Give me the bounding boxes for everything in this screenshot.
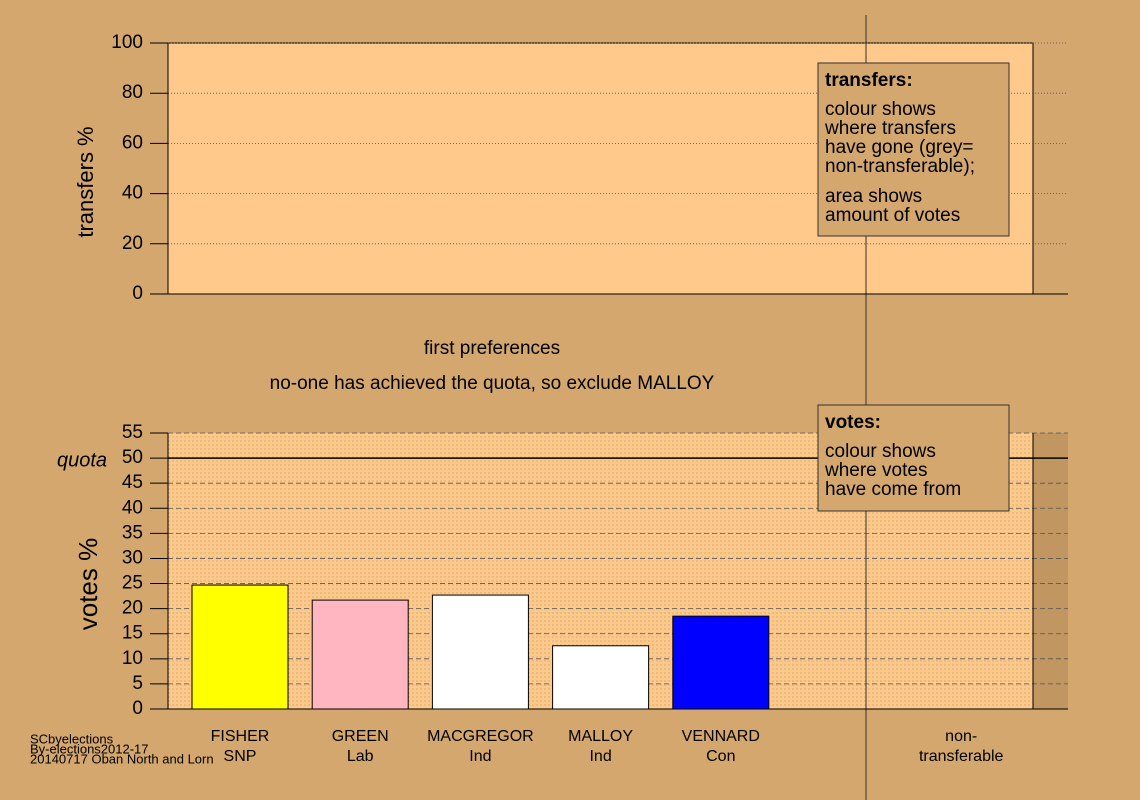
legend-title: votes: (825, 412, 881, 433)
y-tick-label: 10 (122, 648, 143, 669)
legend-text: colour shows (825, 99, 936, 120)
y-tick-label: 80 (122, 82, 143, 103)
y-tick-label: 0 (132, 283, 143, 304)
y-tick-label: 50 (122, 447, 143, 468)
x-tick-label: GREEN (332, 728, 389, 745)
y-tick-label: 35 (122, 522, 143, 543)
footer-text: By-elections2012-17 (30, 741, 149, 756)
bar (552, 645, 650, 710)
y-tick-label: 55 (122, 422, 143, 443)
y-tick-label: 100 (111, 32, 143, 53)
x-tick-label: Ind (469, 748, 491, 765)
legend-box (817, 62, 1010, 237)
legend-box (817, 404, 1010, 512)
legend-text: have come from (825, 479, 961, 500)
y-tick-label: 20 (122, 233, 143, 254)
x-tick-label: transferable (919, 748, 1004, 765)
legend-text: colour shows (825, 441, 936, 462)
chart-title: first preferences (424, 338, 560, 359)
y-tick-label: 40 (122, 183, 143, 204)
legend-text: area shows (825, 186, 922, 207)
y-tick-label: 30 (122, 547, 143, 568)
x-tick-label: Lab (347, 748, 374, 765)
x-tick-label: SNP (224, 748, 257, 765)
y-axis-label: transfers % (73, 126, 98, 237)
bar (191, 584, 289, 710)
legend-title: transfers: (825, 70, 913, 91)
y-tick-label: 0 (132, 698, 143, 719)
legend-text: non-transferable); (825, 156, 975, 177)
legend-text: amount of votes (825, 205, 960, 226)
bar (431, 594, 529, 710)
y-axis-label: votes % (73, 538, 103, 631)
x-tick-label: VENNARD (682, 728, 760, 745)
x-tick-label: MACGREGOR (427, 728, 534, 745)
y-tick-label: 40 (122, 497, 143, 518)
quota-label: quota (57, 449, 107, 471)
x-tick-label: FISHER (211, 728, 270, 745)
x-tick-label: Con (706, 748, 735, 765)
x-tick-label: Ind (589, 748, 611, 765)
y-tick-label: 25 (122, 573, 143, 594)
y-tick-label: 15 (122, 623, 143, 644)
footer-text: 20140717 Oban North and Lorn (30, 751, 214, 766)
legend-text: where transfers (824, 118, 956, 139)
plot-area-extension (1033, 433, 1068, 709)
y-tick-label: 5 (132, 673, 143, 694)
x-tick-label: MALLOY (568, 728, 633, 745)
bar (672, 615, 770, 710)
y-tick-label: 60 (122, 132, 143, 153)
bar (311, 599, 409, 710)
x-tick-label: non- (945, 728, 977, 745)
chart-subtitle: no-one has achieved the quota, so exclud… (270, 373, 715, 394)
y-tick-label: 45 (122, 472, 143, 493)
legend-text: where votes (824, 460, 927, 481)
y-tick-label: 20 (122, 598, 143, 619)
footer-text: SCbyelections (30, 731, 114, 746)
legend-text: have gone (grey= (825, 137, 973, 158)
